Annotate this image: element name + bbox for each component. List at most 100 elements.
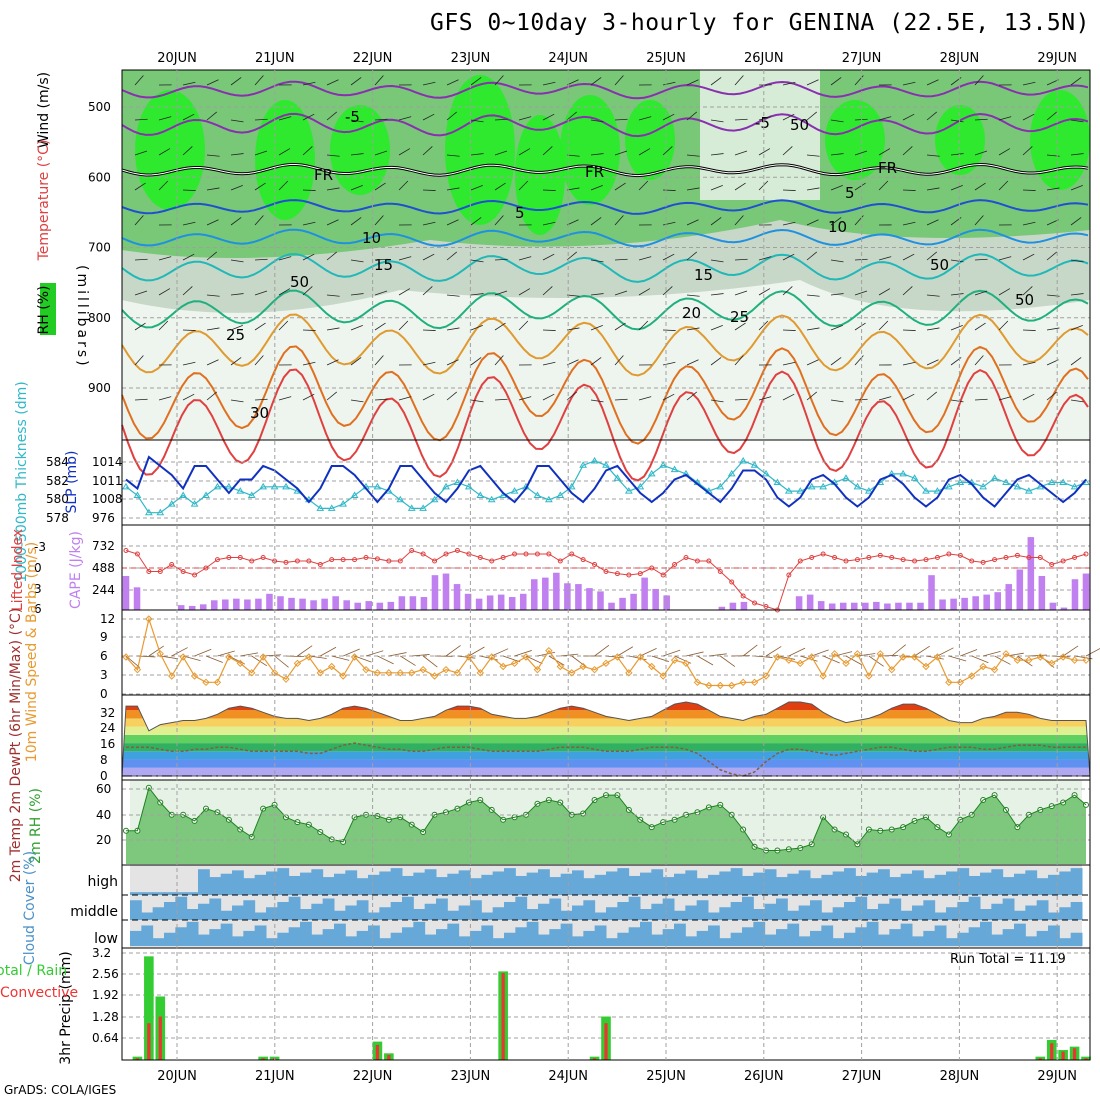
li-marker [454, 548, 460, 553]
wind-barb [758, 288, 771, 296]
cape-bar [983, 594, 990, 610]
wind-barb [998, 288, 1011, 296]
cloud-cell [934, 874, 947, 895]
cloud-cell [436, 877, 448, 895]
cloud-cell [232, 870, 244, 895]
cloud-cell [719, 871, 732, 895]
cloud-cell [345, 870, 358, 895]
wind-speed-line [125, 616, 1086, 687]
wind-barb [542, 189, 556, 191]
wind-barb [158, 84, 172, 86]
cloud-cell [1036, 900, 1049, 920]
li-marker [420, 551, 426, 557]
cloud-cell [832, 871, 845, 895]
wind-barb [518, 116, 532, 121]
isotherm-25 [121, 313, 1089, 377]
wind-barb [782, 221, 796, 226]
li-marker [672, 562, 678, 567]
wind-barb [518, 396, 532, 401]
temp-color-band [122, 743, 1090, 752]
wind-speed-marker [1059, 653, 1067, 661]
isotherm-label: 25 [730, 308, 749, 326]
wind-barb [278, 224, 292, 226]
cloud-cell [447, 923, 460, 946]
thickness-marker [567, 482, 576, 490]
wind-barb [134, 322, 146, 331]
wind-speed-marker [442, 665, 450, 674]
cloud-cell [628, 896, 641, 920]
wind-barb [134, 150, 148, 156]
cape-bar [851, 602, 858, 610]
cloud-cell [130, 900, 142, 920]
wind-barb [854, 182, 866, 191]
wind-barb [518, 320, 529, 331]
li-marker [443, 551, 449, 557]
wind-barb [350, 357, 362, 366]
wind-barb [470, 119, 484, 123]
cloud-cell [742, 927, 754, 946]
wind-barb [614, 290, 628, 296]
wind-barb [422, 146, 433, 156]
cape-bar [310, 600, 317, 610]
cloud-cell [266, 938, 278, 946]
cloud-cell [322, 898, 335, 920]
cloud-cell [209, 929, 222, 946]
wind-barb [566, 327, 580, 331]
wind-barb [566, 187, 580, 191]
cloud-cell [1070, 868, 1083, 895]
precip-axis-title: 3hr Precip (mm) [58, 951, 74, 1064]
wind-speed-marker [933, 653, 942, 661]
wind-barb [638, 180, 649, 191]
cloud-cell [175, 892, 188, 895]
surface-wind-barb [617, 646, 634, 657]
wind-barb [278, 116, 292, 121]
cape-bar [906, 602, 913, 610]
wind-barb [998, 116, 1012, 121]
wind-barb [806, 111, 818, 121]
cape-bar [1049, 602, 1057, 610]
li-marker [660, 572, 666, 578]
thickness-tick-label: 580 [46, 492, 69, 506]
cape-bar [1060, 607, 1068, 610]
cloud-cell [1036, 878, 1049, 895]
wind-barb [518, 180, 529, 191]
cloud-cell [322, 877, 335, 895]
li-tick-label: 0 [34, 561, 42, 575]
cloud-cell [583, 900, 596, 920]
wind-barb [470, 259, 484, 263]
cloud-cell [674, 923, 686, 946]
isotherm-label: FR [878, 159, 897, 177]
wind-barb [542, 286, 553, 296]
wind-barb [158, 320, 169, 331]
cape-bar [564, 583, 571, 610]
li-marker [649, 565, 655, 571]
cloud-cell [232, 936, 244, 946]
wind-barb [806, 327, 820, 331]
surface-wind-barb [685, 651, 704, 657]
slp-tick-label: 976 [92, 511, 115, 525]
cloud-cell [583, 930, 596, 946]
surface-wind-barb [503, 655, 521, 663]
wind-barb [494, 75, 504, 86]
cloud-cell [243, 878, 256, 895]
cloud-cell [594, 912, 607, 920]
li-axis-title: Lifted Index [10, 529, 26, 611]
cape-bar [365, 601, 373, 610]
wind-barb [878, 224, 892, 226]
cape-bar [641, 577, 648, 610]
run-total-label: Run Total = 11.19 [950, 952, 1066, 967]
li-tick-label: 3 [34, 582, 42, 596]
isotherm-freezing-inner [121, 163, 1089, 177]
wind-barb [566, 251, 578, 261]
wind-speed-marker [259, 653, 267, 661]
wind-barb [518, 364, 532, 366]
cloud-cell [243, 930, 256, 946]
li-marker [1072, 555, 1078, 560]
wind-barb [950, 119, 964, 123]
wind-barb [302, 113, 315, 121]
date-label-top: 23JUN [451, 51, 491, 66]
cloud-cell [311, 869, 324, 895]
wind-barb [350, 153, 364, 156]
wind-barb [1070, 259, 1084, 263]
cloud-cell [968, 875, 981, 895]
